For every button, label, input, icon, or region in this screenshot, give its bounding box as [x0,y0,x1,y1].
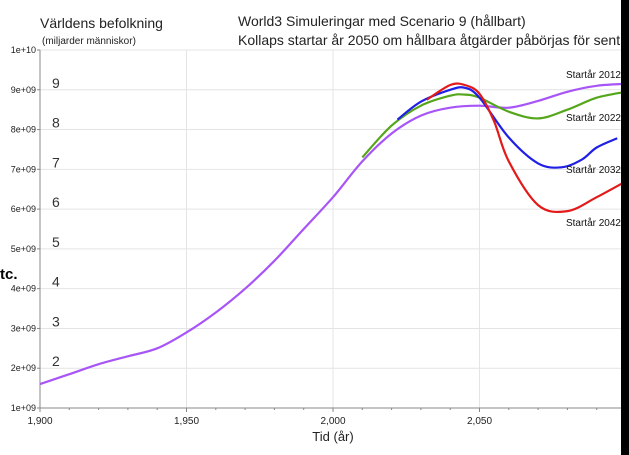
series-line [361,90,627,159]
series-line [39,82,627,386]
series-label: Startår 2042 [566,217,621,229]
inline-y-label: 9 [52,75,60,91]
inline-y-label: 5 [52,234,60,250]
y-tick-label: 1e+10 [11,45,36,55]
y-tick-label: 3e+09 [11,323,36,333]
x-axis-label: Tid (år) [312,429,353,444]
inline-y-label: 3 [52,313,60,329]
y-tick-label: 1e+09 [11,403,36,413]
y-tick-labels: 1e+09 2e+09 3e+09 4e+09 5e+09 6e+09 7e+09 8e+09… [11,45,40,413]
x-tick-label: 2,000 [320,416,345,427]
x-tick-label: 1,900 [27,416,52,427]
inline-y-label: 8 [52,115,60,131]
inline-y-label: 4 [52,274,60,290]
grid [40,49,627,408]
y-tick-label: 2e+09 [11,363,36,373]
series-line [426,82,627,214]
stray-text: tc. [0,266,18,283]
inline-y-labels: 2 3 4 5 6 7 8 9 [52,75,60,369]
y-tick-label: 8e+09 [11,125,36,135]
series-line [396,86,618,169]
y-tick-label: 9e+09 [11,85,36,95]
x-tick-label: 2,050 [467,416,492,427]
inline-y-label: 2 [52,353,60,369]
chart-subtitle: Kollaps startar år 2050 om hållbara åtgä… [238,32,621,48]
y-axis-sublabel: (miljarder människor) [42,36,136,47]
y-tick-label: 6e+09 [11,204,36,214]
chart-title: World3 Simuleringar med Scenario 9 (håll… [238,13,526,29]
inline-y-label: 7 [52,154,60,170]
x-tick-label: 1,950 [174,416,199,427]
black-edge-bar [621,0,629,455]
inline-y-label: 6 [52,194,60,210]
y-tick-label: 5e+09 [11,244,36,254]
y-axis-label: Världens befolkning [40,15,163,31]
series-label: Startår 2012 [566,69,621,81]
series-label: Startår 2022 [566,112,621,124]
y-tick-label: 4e+09 [11,284,36,294]
series-labels: Startår 2012 Startår 2022 Startår 2032 Star… [566,69,621,229]
y-tick-label: 7e+09 [11,164,36,174]
series-lines [39,82,627,386]
series-label: Startår 2032 [566,164,621,176]
